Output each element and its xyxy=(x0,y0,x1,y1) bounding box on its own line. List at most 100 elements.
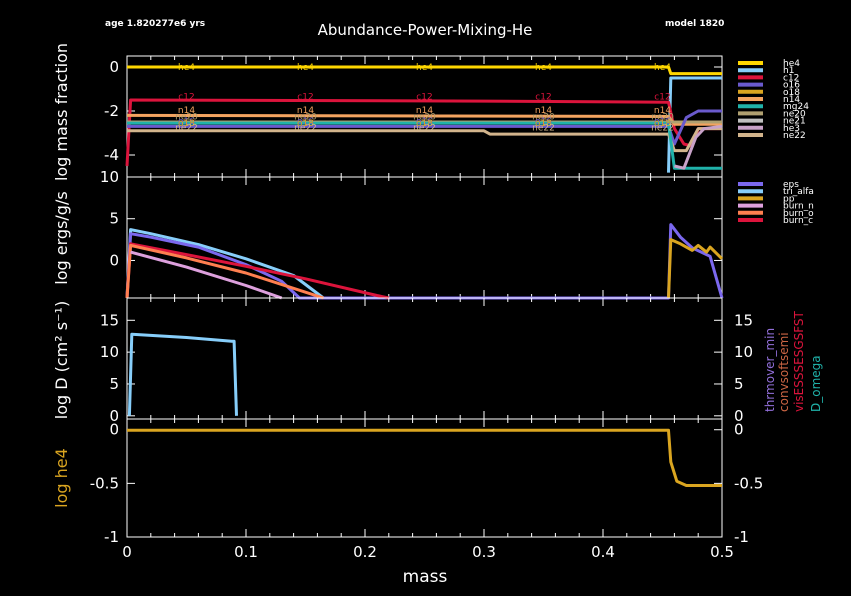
inline-label-o16: o16 xyxy=(654,117,671,127)
y-tick-label: -1 xyxy=(104,528,119,546)
series-line-n14 xyxy=(126,113,722,126)
inline-label-ne20: ne20 xyxy=(532,113,555,123)
legend-label-burn_c: burn_c xyxy=(783,216,813,226)
legend-label-h1: h1 xyxy=(783,66,794,76)
inline-label-ne20: ne20 xyxy=(651,113,674,123)
series-line-mg24 xyxy=(127,121,722,170)
inline-label-ne20: ne20 xyxy=(294,113,317,123)
x-tick-label: 0.3 xyxy=(472,543,496,561)
series-line-conv xyxy=(127,332,238,416)
y-tick-label-right: 0 xyxy=(734,407,744,425)
y-tick-label: 0 xyxy=(109,251,119,269)
inline-label-he4: he4 xyxy=(416,63,433,73)
legend-label-convsoftsemi: convsoftsemi xyxy=(777,332,791,412)
x-tick-label: 0 xyxy=(122,543,132,561)
inline-label-c12: c12 xyxy=(297,93,313,103)
inline-label-ne20: ne20 xyxy=(175,113,198,123)
inline-label-he4: he4 xyxy=(535,63,552,73)
legend-label-n14: n14 xyxy=(783,95,800,105)
panel-frame-he4 xyxy=(126,418,723,538)
legend-label-ne21: ne21 xyxy=(783,117,806,127)
inline-label-o16: o16 xyxy=(535,117,552,127)
series-line-burn_o xyxy=(125,243,324,300)
y-tick-label-right: -1 xyxy=(734,528,749,546)
y-tick-label-right: 0 xyxy=(734,421,744,439)
inline-label-ne22: ne22 xyxy=(413,124,436,134)
legend-label-D_omega: D_omega xyxy=(809,355,823,412)
y-axis-label-he4: log he4 xyxy=(52,448,71,508)
series-line-he4 xyxy=(127,428,722,487)
legend-label-c12: c12 xyxy=(783,73,799,83)
x-tick-label: 0.5 xyxy=(710,543,734,561)
legend-label-he4: he4 xyxy=(783,59,800,69)
legend-label-burn_n: burn_n xyxy=(783,202,814,212)
series-line-h1 xyxy=(667,76,722,173)
series-line-burn_n xyxy=(130,250,283,300)
inline-label-ne22: ne22 xyxy=(294,124,317,134)
series-line-he4 xyxy=(127,65,722,76)
panel-frame-mixing xyxy=(126,297,723,420)
y-tick-label: -4 xyxy=(104,146,119,164)
y-tick-label: 10 xyxy=(100,168,119,186)
inline-label-ne20: ne20 xyxy=(413,113,436,123)
legend-label-ne22: ne22 xyxy=(783,131,806,141)
y-axis-label-abundance: log mass fraction xyxy=(52,43,71,181)
inline-label-o16: o16 xyxy=(416,117,433,127)
x-tick-label: 0.2 xyxy=(353,543,377,561)
inline-label-ne22: ne22 xyxy=(175,124,198,134)
legend-label-o18: o18 xyxy=(783,88,800,98)
legend-label-o16: o16 xyxy=(783,81,800,91)
inline-label-he4: he4 xyxy=(178,63,195,73)
y-tick-label: -2 xyxy=(104,102,119,120)
age-label: age 1.820277e6 yrs xyxy=(105,19,205,29)
legend-label-visESSSESGSFST: visESSSESGSFST xyxy=(792,310,806,412)
inline-label-c12: c12 xyxy=(654,93,670,103)
x-axis-label: mass xyxy=(403,567,448,587)
inline-label-o18: o18 xyxy=(654,119,671,129)
inline-label-o18: o18 xyxy=(416,119,433,129)
panel-frame-power xyxy=(126,176,723,299)
inline-label-o16: o16 xyxy=(297,117,314,127)
y-tick-label: 0 xyxy=(109,421,119,439)
inline-label-o16: o16 xyxy=(178,117,195,127)
model-label: model 1820 xyxy=(665,19,724,29)
x-tick-label: 0.1 xyxy=(234,543,258,561)
y-tick-label: 5 xyxy=(109,210,119,228)
y-axis-label-mixing: log D (cm² s⁻¹) xyxy=(52,301,71,419)
legend-label-mg24: mg24 xyxy=(783,102,809,112)
y-tick-label-right: 10 xyxy=(734,343,753,361)
legend-label-tri_alfa: tri_alfa xyxy=(783,187,814,197)
inline-label-o18: o18 xyxy=(297,119,314,129)
x-tick-label: 0.4 xyxy=(591,543,615,561)
y-tick-label: 0 xyxy=(109,407,119,425)
inline-label-n14: n14 xyxy=(535,106,552,116)
y-axis-label-power: log ergs/g/s xyxy=(52,191,71,284)
legend-label-eps: eps xyxy=(783,180,799,190)
inline-label-c12: c12 xyxy=(416,93,432,103)
chart-title: Abundance-Power-Mixing-He xyxy=(318,21,533,39)
series-line-pp xyxy=(667,238,724,299)
y-tick-label: 0 xyxy=(109,58,119,76)
inline-label-n14: n14 xyxy=(654,106,671,116)
series-line-he3 xyxy=(674,124,723,170)
series-line-o16 xyxy=(127,109,722,146)
legend-label-pp: pp xyxy=(783,194,795,204)
legend-label-burn_o: burn_o xyxy=(783,209,814,219)
y-tick-label-right: 15 xyxy=(734,311,753,329)
y-tick-label-right: 5 xyxy=(734,375,744,393)
legend-label-he3: he3 xyxy=(783,124,800,134)
inline-label-o18: o18 xyxy=(535,119,552,129)
y-tick-label-right: -0.5 xyxy=(734,474,763,492)
y-tick-label: 10 xyxy=(100,343,119,361)
legend-label-thrmover_min: thrmover_min xyxy=(763,328,777,412)
inline-label-ne22: ne22 xyxy=(651,124,674,134)
inline-label-he4: he4 xyxy=(297,63,314,73)
inline-label-n14: n14 xyxy=(297,106,314,116)
inline-label-n14: n14 xyxy=(416,106,433,116)
legend-label-ne20: ne20 xyxy=(783,109,806,119)
y-tick-label: -0.5 xyxy=(90,474,119,492)
y-tick-label: 15 xyxy=(100,311,119,329)
inline-label-ne22: ne22 xyxy=(532,124,555,134)
inline-label-c12: c12 xyxy=(535,93,551,103)
